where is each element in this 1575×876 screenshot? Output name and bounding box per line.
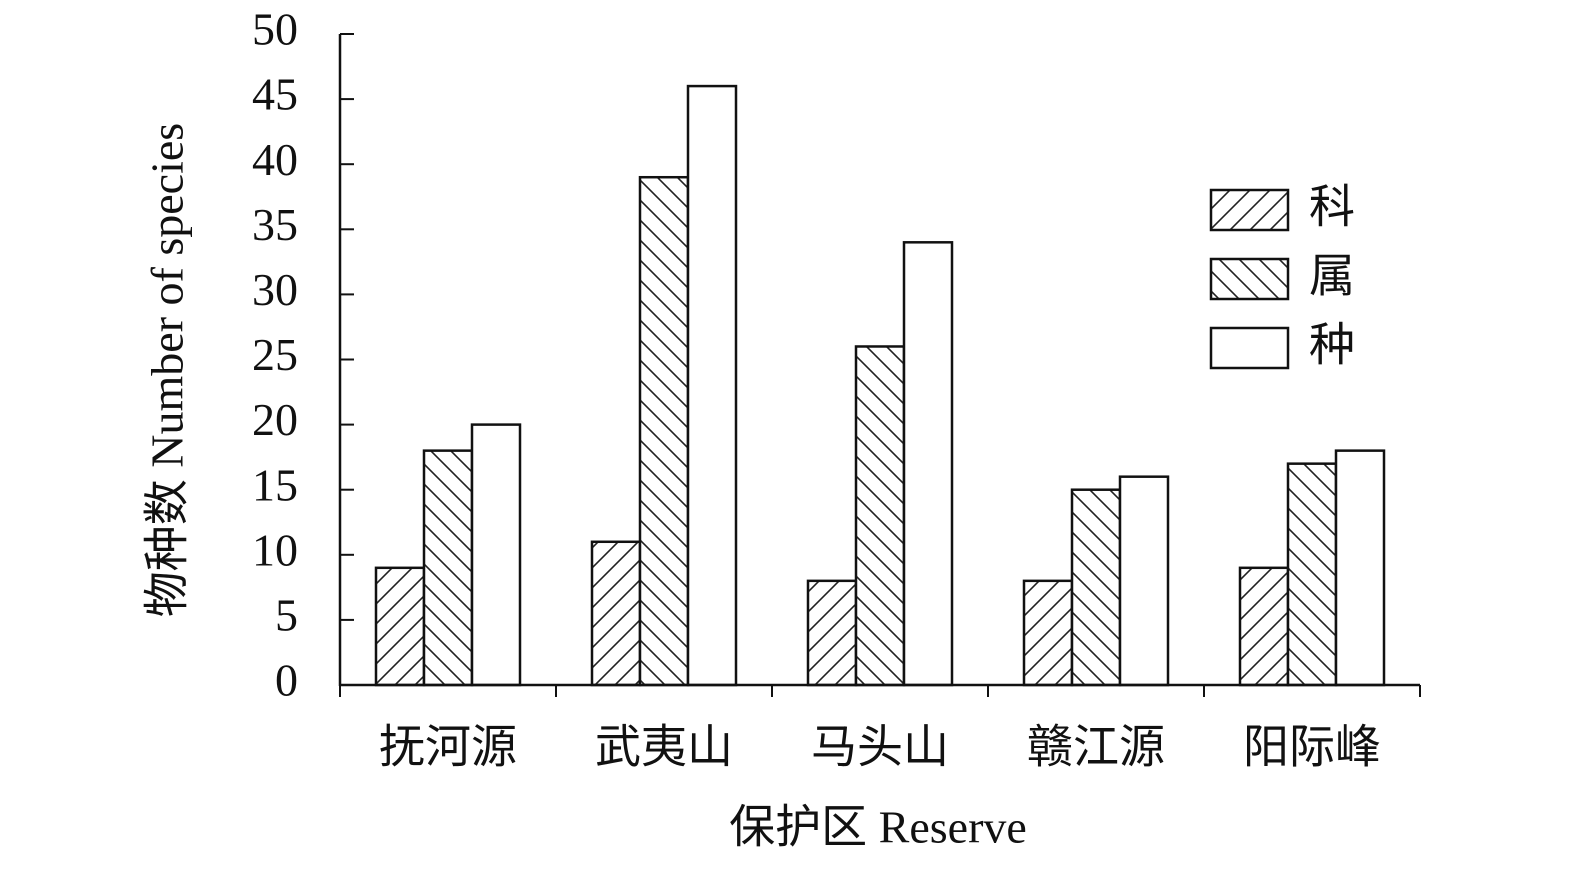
y-tick-label: 10 — [252, 524, 298, 575]
bar — [686, 84, 738, 687]
bar — [638, 175, 690, 687]
bar — [1070, 488, 1122, 687]
bar — [1286, 462, 1338, 687]
x-tick-label: 武夷山 — [595, 722, 733, 773]
legend-swatch — [1209, 326, 1290, 370]
bar — [422, 449, 474, 687]
y-tick-label: 30 — [252, 264, 298, 315]
y-tick-label: 35 — [252, 199, 298, 250]
y-axis-label: 物种数 Number of species — [142, 123, 193, 617]
bar — [1118, 475, 1170, 687]
y-tick-label: 20 — [252, 394, 298, 445]
bar — [590, 540, 642, 687]
bar — [470, 423, 522, 687]
y-tick-label: 5 — [275, 589, 298, 640]
bar — [1022, 579, 1074, 687]
y-tick-label: 25 — [252, 329, 298, 380]
x-tick-label: 马头山 — [811, 722, 949, 773]
x-axis-label: 保护区 Reserve — [729, 802, 1027, 853]
bar — [1238, 566, 1290, 687]
x-tick-label: 赣江源 — [1027, 722, 1165, 773]
legend-swatch — [1209, 257, 1290, 301]
legend-swatch — [1209, 188, 1290, 232]
x-tick-label: 抚河源 — [379, 722, 517, 773]
legend-label: 科 — [1309, 182, 1355, 233]
y-tick-label: 0 — [275, 655, 298, 706]
bar — [902, 241, 954, 687]
y-tick-label: 45 — [252, 69, 298, 120]
x-tick-label: 阳际峰 — [1243, 722, 1381, 773]
y-tick-label: 50 — [252, 4, 298, 55]
legend-label: 属 — [1309, 251, 1355, 302]
bar — [854, 345, 906, 687]
legend-label: 种 — [1309, 320, 1355, 371]
bar — [374, 566, 426, 687]
y-tick-label: 15 — [252, 459, 298, 510]
bar — [806, 579, 858, 687]
bar — [1334, 449, 1386, 687]
y-tick-label: 40 — [252, 134, 298, 185]
